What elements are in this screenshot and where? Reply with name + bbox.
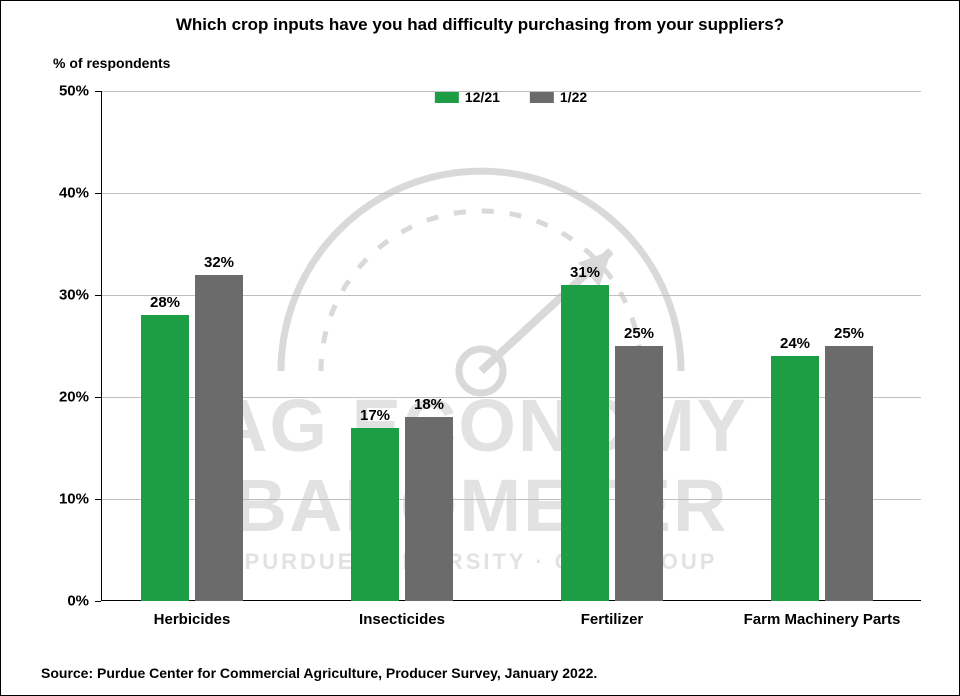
source-text: Source: Purdue Center for Commercial Agr…	[41, 665, 597, 681]
bar	[771, 356, 819, 601]
chart-container: Which crop inputs have you had difficult…	[0, 0, 960, 696]
bar-value-label: 32%	[189, 254, 249, 271]
bar-group: 31%25%Fertilizer	[561, 91, 663, 601]
bar	[825, 346, 873, 601]
bar-group: 17%18%Insecticides	[351, 91, 453, 601]
y-tick-label: 40%	[39, 185, 89, 202]
plot-area: AG ECONOMY BAROMETER PURDUE UNIVERSITY ·…	[101, 91, 921, 601]
x-category-label: Farm Machinery Parts	[732, 611, 912, 628]
y-tick-label: 20%	[39, 389, 89, 406]
x-category-label: Herbicides	[141, 611, 243, 628]
bar	[615, 346, 663, 601]
y-tick-label: 50%	[39, 83, 89, 100]
x-category-label: Insecticides	[351, 611, 453, 628]
x-category-label: Fertilizer	[561, 611, 663, 628]
y-tick-mark	[95, 601, 101, 602]
bar	[405, 417, 453, 601]
bar-value-label: 18%	[399, 396, 459, 413]
bars-layer: 28%32%Herbicides17%18%Insecticides31%25%…	[101, 91, 921, 601]
bar	[561, 285, 609, 601]
bar	[141, 315, 189, 601]
bar-value-label: 31%	[555, 264, 615, 281]
bar-group: 28%32%Herbicides	[141, 91, 243, 601]
chart-title: Which crop inputs have you had difficult…	[1, 1, 959, 35]
bar-value-label: 25%	[609, 325, 669, 342]
bar-value-label: 28%	[135, 294, 195, 311]
bar	[351, 428, 399, 601]
y-tick-label: 0%	[39, 593, 89, 610]
y-axis-title: % of respondents	[53, 55, 170, 71]
y-tick-label: 30%	[39, 287, 89, 304]
bar-group: 24%25%Farm Machinery Parts	[771, 91, 873, 601]
bar-value-label: 24%	[765, 335, 825, 352]
y-tick-label: 10%	[39, 491, 89, 508]
bar-value-label: 25%	[819, 325, 879, 342]
bar	[195, 275, 243, 601]
bar-value-label: 17%	[345, 407, 405, 424]
